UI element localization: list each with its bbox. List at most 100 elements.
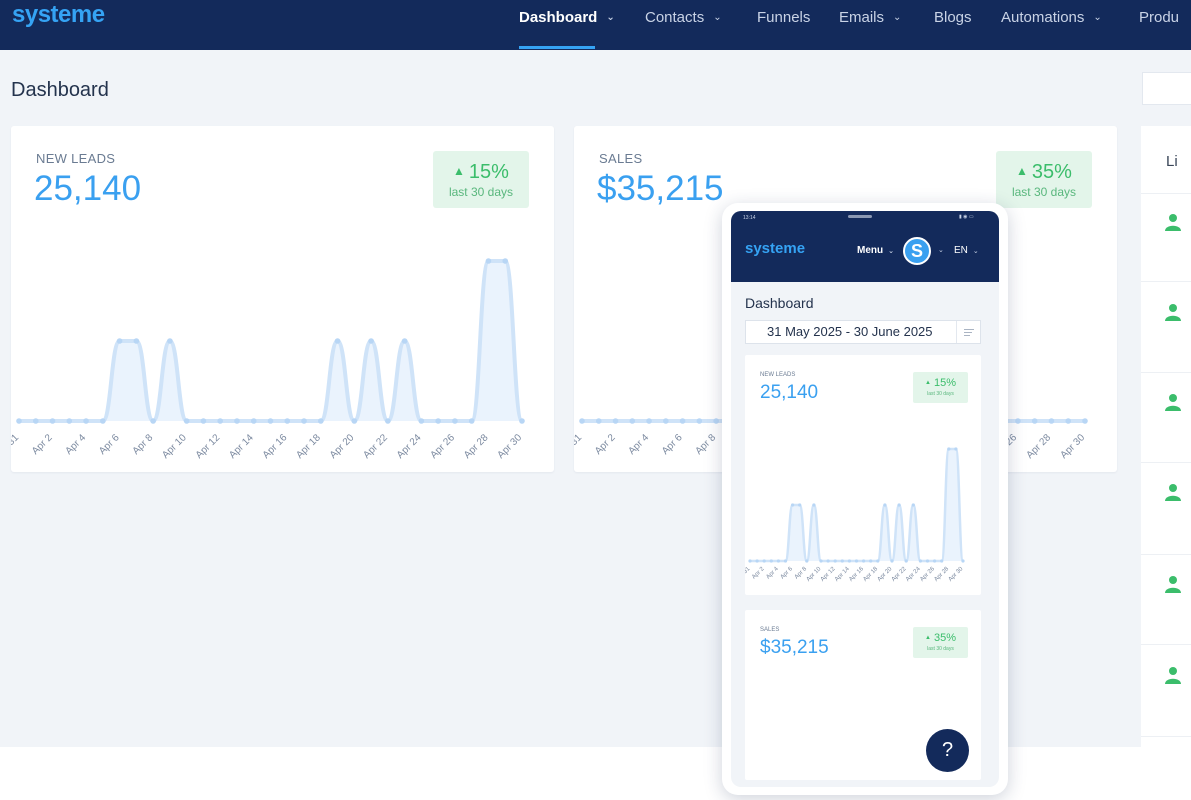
new-leads-trend-badge: ▲ 15% last 30 days bbox=[433, 151, 529, 208]
user-icon bbox=[1165, 484, 1181, 501]
user-icon bbox=[1165, 304, 1181, 321]
phone-new-leads-label: NEW LEADS bbox=[760, 372, 796, 378]
phone-date-range-input[interactable]: 31 May 2025 - 30 June 2025 bbox=[745, 320, 981, 344]
chevron-down-icon[interactable]: ⌄ bbox=[938, 247, 944, 254]
phone-sales-value: $35,215 bbox=[760, 637, 829, 658]
chart-point bbox=[791, 503, 795, 507]
phone-new-leads-value: 25,140 bbox=[760, 382, 819, 403]
chart-point bbox=[933, 559, 937, 563]
chart-tick-label: Apr 26 bbox=[428, 432, 457, 461]
chart-point bbox=[116, 338, 123, 344]
phone-page-title: Dashboard bbox=[745, 295, 814, 311]
chart-point bbox=[713, 418, 719, 424]
chart-tick-label: 31 bbox=[574, 432, 584, 448]
nav-emails[interactable]: Emails ⌄ bbox=[839, 9, 902, 26]
chart-point bbox=[234, 418, 240, 424]
chart-point bbox=[435, 418, 441, 424]
chart-point bbox=[217, 418, 223, 424]
chart-tick-label: Apr 4 bbox=[765, 566, 780, 581]
chart-point bbox=[150, 418, 156, 424]
chart-point bbox=[748, 559, 752, 563]
nav-automations[interactable]: Automations ⌄ bbox=[1001, 9, 1102, 26]
phone-new-leads-card: NEW LEADS 25,140 ▲ 15% last 30 days 31 Apr… bbox=[745, 355, 981, 595]
status-time: 13:14 bbox=[743, 215, 756, 221]
nav-products[interactable]: Produ bbox=[1139, 9, 1180, 26]
chart-tick-label: Apr 6 bbox=[660, 432, 685, 457]
user-icon bbox=[1165, 667, 1181, 684]
chart-point bbox=[696, 418, 703, 424]
new-leads-label: NEW LEADS bbox=[36, 151, 116, 166]
chart-point bbox=[83, 418, 89, 424]
chart-point bbox=[783, 559, 788, 563]
chart-point bbox=[66, 418, 73, 424]
user-icon bbox=[1165, 576, 1181, 593]
chart-tick-label: Apr 30 bbox=[496, 432, 525, 461]
chart-point bbox=[1031, 418, 1038, 424]
chart-point bbox=[869, 559, 873, 563]
phone-new-leads-trend-badge: ▲ 15% last 30 days bbox=[913, 372, 968, 403]
status-icons: ▮ ◉ ▭ bbox=[959, 214, 974, 220]
chart-point bbox=[629, 418, 636, 424]
new-leads-value: 25,140 bbox=[34, 169, 142, 208]
avatar[interactable]: S bbox=[903, 237, 931, 265]
chart-point bbox=[876, 559, 880, 563]
phone-sales-trend-badge: ▲ 35% last 30 days bbox=[913, 627, 968, 658]
chart-point bbox=[826, 559, 830, 563]
nav-dashboard[interactable]: Dashboard ⌄ bbox=[519, 9, 615, 26]
recent-list-panel: Li bbox=[1141, 126, 1191, 747]
phone-menu-button[interactable]: Menu ⌄ bbox=[857, 245, 894, 256]
chart-point bbox=[883, 503, 887, 507]
chart-point bbox=[854, 559, 859, 563]
divider bbox=[1141, 193, 1191, 194]
chart-point bbox=[897, 503, 901, 507]
chart-point bbox=[250, 418, 257, 424]
filter-icon[interactable] bbox=[956, 321, 980, 343]
chart-tick-label: Apr 18 bbox=[294, 432, 323, 461]
chart-tick-label: Apr 8 bbox=[693, 432, 718, 457]
arrow-up-icon: ▲ bbox=[925, 635, 931, 641]
divider bbox=[1141, 462, 1191, 463]
chart-line-series bbox=[750, 447, 965, 563]
divider bbox=[1141, 372, 1191, 373]
chart-line-series bbox=[19, 259, 524, 424]
top-nav: systeme Dashboard ⌄ Contacts ⌄ Funnels Ema… bbox=[0, 0, 1191, 50]
chevron-down-icon: ⌄ bbox=[1093, 12, 1102, 23]
language-selector[interactable]: EN ⌄ bbox=[954, 245, 979, 256]
phone-systeme-logo[interactable]: systeme bbox=[745, 240, 806, 257]
chart-point bbox=[452, 418, 458, 424]
chart-tick-label: Apr 28 bbox=[462, 432, 491, 461]
chart-point bbox=[579, 418, 585, 424]
chart-point bbox=[519, 418, 525, 424]
sales-trend-pct: 35% bbox=[1031, 161, 1072, 183]
new-leads-trend-period: last 30 days bbox=[448, 185, 514, 199]
date-range-input[interactable] bbox=[1142, 72, 1191, 105]
chart-tick-label: Apr 6 bbox=[97, 432, 122, 457]
chart-tick-label: Apr 30 bbox=[1059, 432, 1088, 461]
chart-point bbox=[1065, 418, 1072, 424]
phone-screen: 13:14 ▮ ◉ ▭ systeme Menu ⌄ S ⌄ EN ⌄ Dashbo… bbox=[731, 211, 999, 787]
chart-point bbox=[1048, 418, 1055, 424]
chart-point bbox=[954, 447, 958, 451]
chart-point bbox=[812, 503, 816, 507]
chart-point bbox=[805, 559, 809, 563]
nav-blogs[interactable]: Blogs bbox=[934, 9, 972, 26]
new-leads-card: NEW LEADS 25,140 ▲ 15% last 30 days 31 Apr… bbox=[11, 126, 554, 472]
chart-tick-label: Apr 2 bbox=[751, 566, 766, 581]
chart-point bbox=[284, 418, 291, 424]
chart-tick-label: Apr 12 bbox=[194, 432, 223, 461]
nav-funnels[interactable]: Funnels bbox=[757, 9, 811, 26]
chart-point bbox=[646, 418, 652, 424]
chart-point bbox=[776, 559, 780, 563]
chart-point bbox=[595, 418, 602, 424]
chart-point bbox=[769, 559, 773, 563]
chart-point bbox=[49, 418, 56, 424]
new-leads-chart: 31 Apr 2 Apr 4 Apr 6 Apr 8 Apr 10 Apr 12 Apr 14… bbox=[11, 258, 525, 461]
nav-contacts[interactable]: Contacts ⌄ bbox=[645, 9, 722, 26]
user-icon bbox=[1165, 394, 1181, 411]
systeme-logo[interactable]: systeme bbox=[12, 1, 105, 28]
chart-point bbox=[318, 418, 324, 424]
chart-point bbox=[1015, 418, 1021, 424]
help-button[interactable]: ? bbox=[926, 729, 969, 772]
phone-sales-trend-period: last 30 days bbox=[927, 646, 954, 652]
chart-tick-label: Apr 16 bbox=[261, 432, 290, 461]
